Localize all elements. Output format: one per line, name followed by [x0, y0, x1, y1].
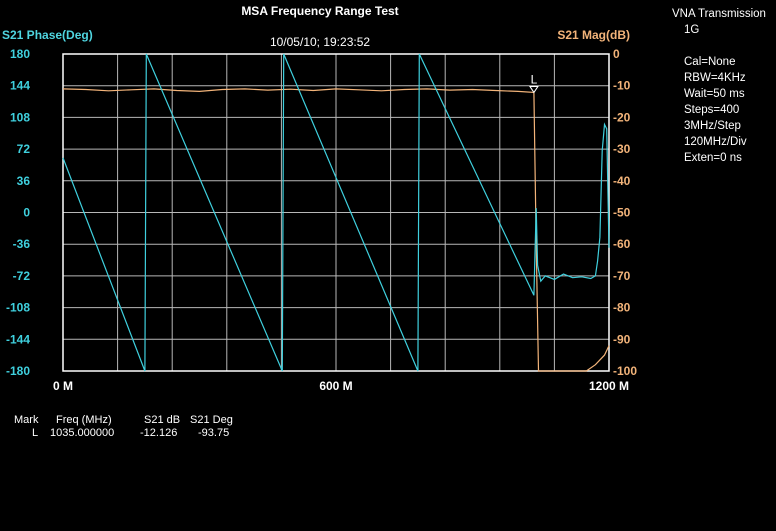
marker-row-label: L	[32, 427, 39, 439]
magnitude-series-line	[62, 88, 610, 372]
chart-title: MSA Frequency Range Test	[241, 4, 399, 18]
y-right-tick-label: -30	[613, 142, 631, 156]
y-left-tick-label: -72	[13, 269, 31, 283]
info-line: RBW=4KHz	[684, 72, 746, 84]
x-tick-label: 1200 M	[589, 379, 629, 393]
marker-header-mark: Mark	[14, 414, 39, 426]
y-left-tick-label: 0	[23, 206, 30, 220]
y-left-tick-label: -108	[6, 301, 30, 315]
vna-chart: 180 144 108 72 36 0 -36 -72 -108 -144 -180 0 -10 -20 -…	[6, 47, 637, 393]
y-right-tick-label: -10	[613, 79, 631, 93]
y-right-tick-label: -20	[613, 110, 631, 124]
y-left-tick-label: 108	[10, 110, 30, 124]
x-tick-label: 600 M	[319, 379, 352, 393]
marker-header-freq: Freq (MHz)	[56, 414, 112, 426]
right-axis-label: S21 Mag(dB)	[557, 28, 630, 42]
y-right-tick-label: -90	[613, 332, 631, 346]
y-left-tick-label: -180	[6, 364, 30, 378]
marker-row-freq: 1035.000000	[50, 427, 115, 439]
y-right-tick-label: -100	[613, 364, 637, 378]
info-subheader: 1G	[684, 24, 700, 36]
info-line: Exten=0 ns	[684, 152, 742, 164]
info-header: VNA Transmission	[672, 8, 766, 20]
y-left-tick-label: -36	[13, 237, 31, 251]
y-right-tick-label: -40	[613, 174, 631, 188]
timestamp: 10/05/10; 19:23:52	[269, 35, 371, 49]
marker-row-deg: -93.75	[198, 427, 230, 439]
marker-row-db: -12.126	[140, 427, 178, 439]
marker-table: Mark Freq (MHz) S21 dB S21 Deg L 1035.00…	[14, 414, 274, 444]
y-right-tick-label: -70	[613, 269, 631, 283]
y-left-tick-label: 144	[10, 79, 30, 93]
y-left-tick-label: 72	[17, 142, 31, 156]
marker-label: L	[531, 72, 538, 86]
y-right-tick-label: -50	[613, 206, 631, 220]
info-line: Wait=50 ms	[684, 88, 745, 100]
marker-triangle	[528, 85, 539, 94]
y-left-tick-label: 36	[17, 174, 31, 188]
info-line: Cal=None	[684, 56, 736, 68]
info-panel: VNA Transmission 1G Cal=None RBW=4KHz Wa…	[672, 6, 766, 166]
plot-frame	[62, 53, 610, 372]
info-line: Steps=400	[684, 104, 740, 116]
info-line: 3MHz/Step	[684, 120, 741, 132]
y-left-tick-label: 180	[10, 47, 30, 61]
left-axis-label: S21 Phase(Deg)	[2, 28, 93, 42]
marker-header-db: S21 dB	[144, 414, 181, 426]
y-right-tick-label: -60	[613, 237, 631, 251]
x-tick-label: 0 M	[53, 379, 73, 393]
y-right-tick-label: -80	[613, 301, 631, 315]
marker-header-deg: S21 Deg	[190, 414, 233, 426]
y-right-tick-label: 0	[613, 47, 620, 61]
phase-series-line	[62, 53, 610, 372]
y-left-tick-label: -144	[6, 332, 30, 346]
info-line: 120MHz/Div	[684, 136, 747, 148]
